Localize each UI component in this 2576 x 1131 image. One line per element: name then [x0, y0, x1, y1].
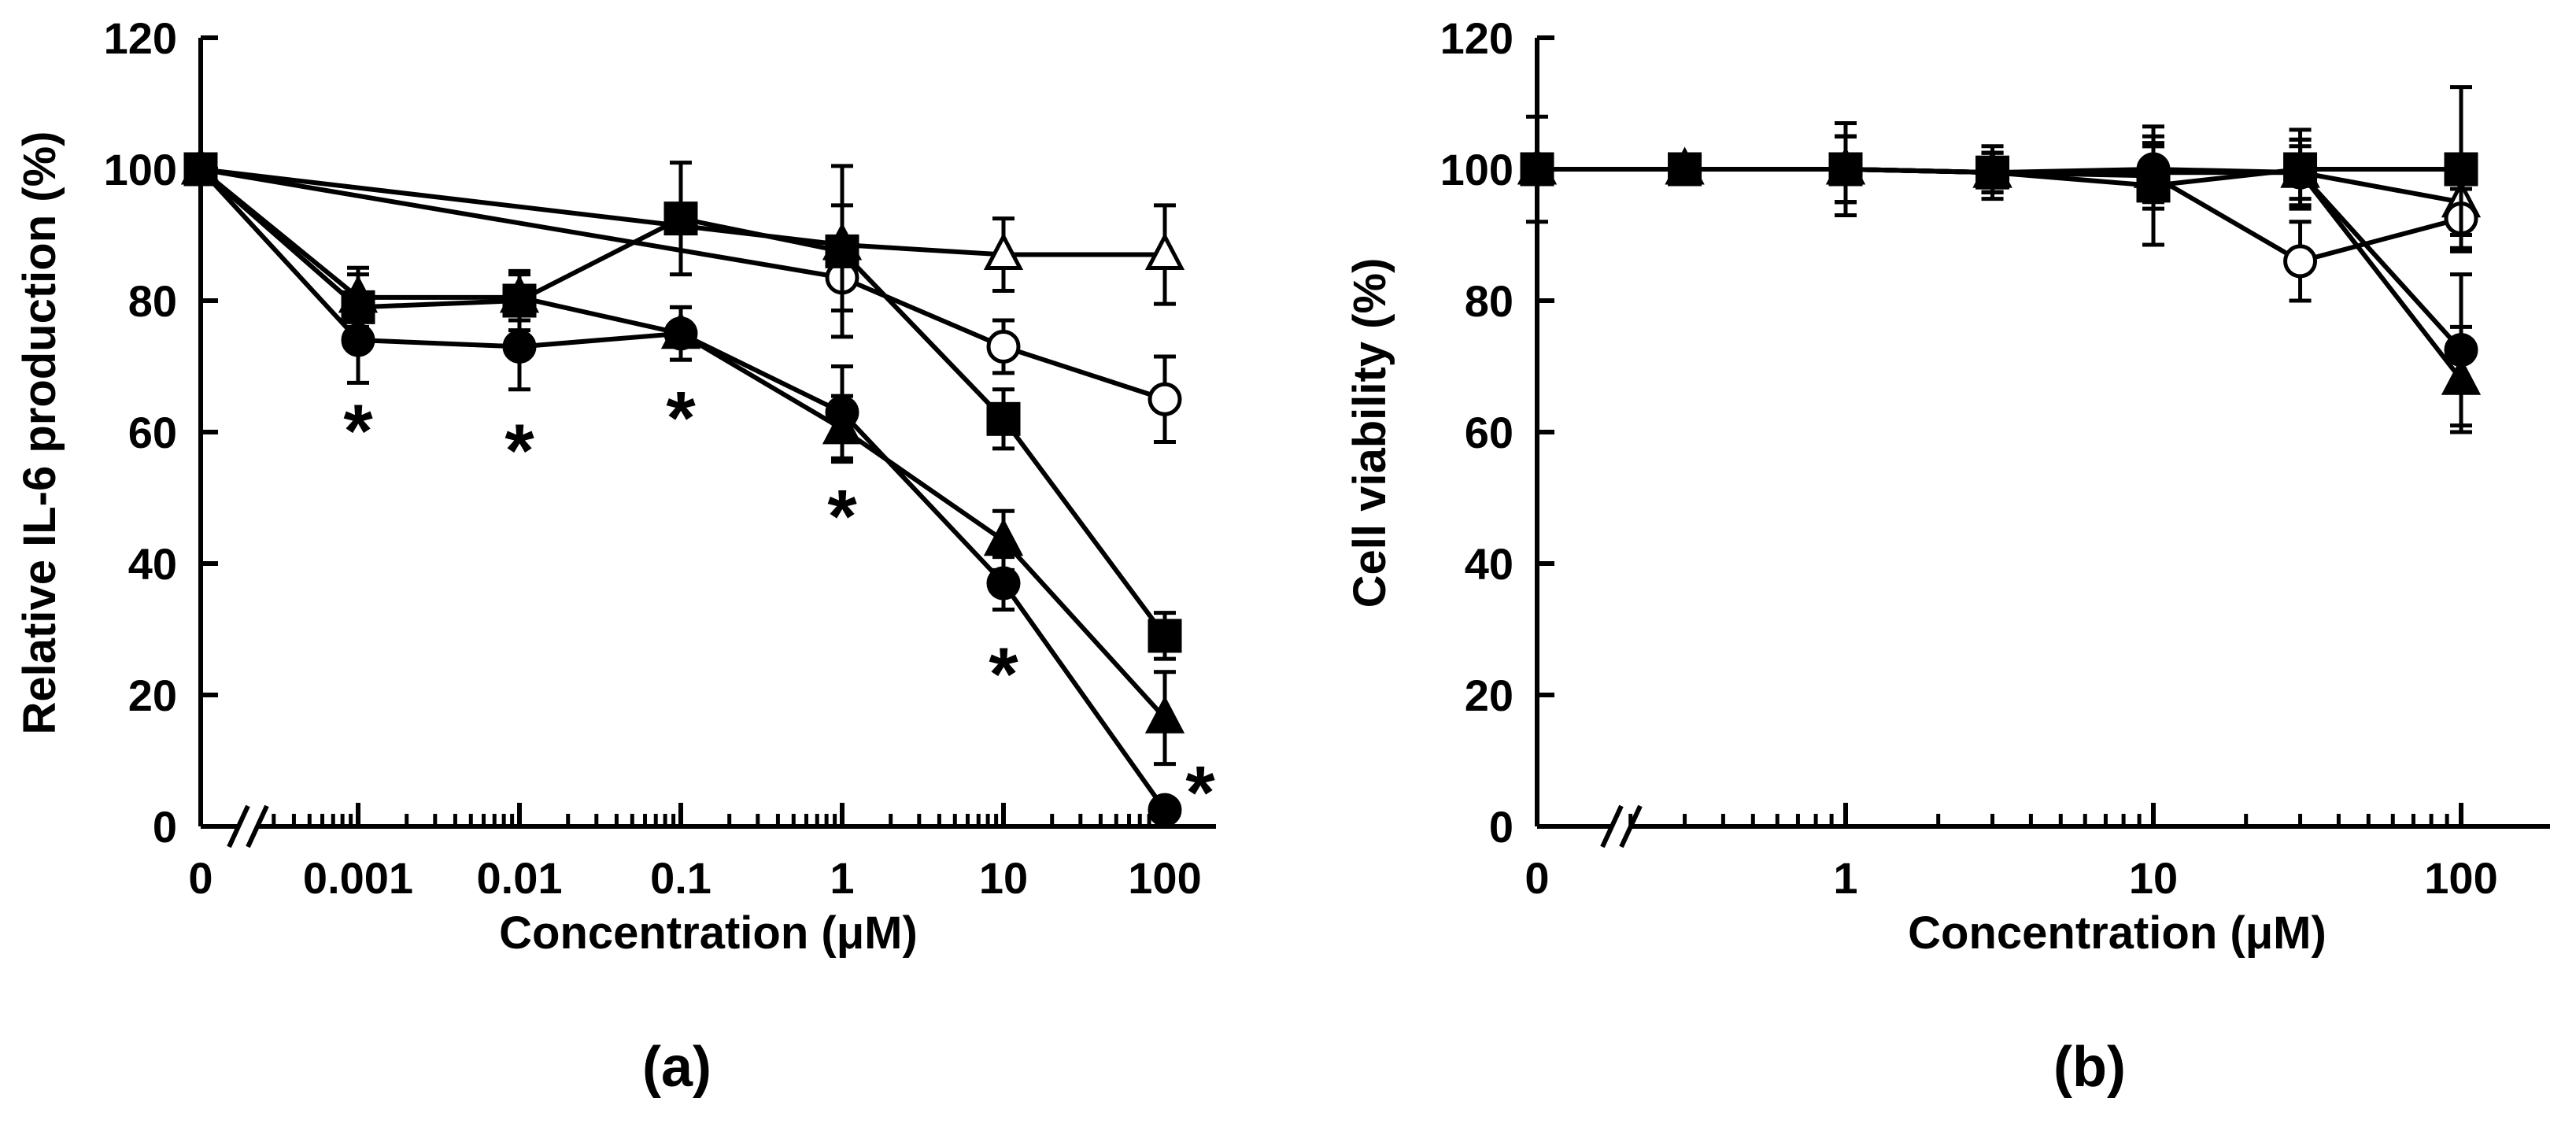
- data-point: [986, 401, 1021, 436]
- x-tick-label: 100: [1128, 853, 1201, 903]
- data-point: [663, 316, 698, 351]
- x-tick-label: 0: [1525, 853, 1549, 903]
- x-axis-break-mark: [227, 804, 250, 848]
- significance-asterisk: *: [504, 409, 534, 493]
- y-axis-label: Relative IL-6 production (%): [14, 131, 65, 735]
- y-tick-label: 80: [128, 276, 177, 326]
- x-axis-label: Concentration (μM): [499, 907, 918, 959]
- x-tick-label: 1: [1833, 853, 1857, 903]
- data-point: [983, 232, 1024, 271]
- x-axis-break-mark: [246, 804, 269, 848]
- series-line: [200, 167, 1165, 257]
- y-tick-label: 20: [1465, 671, 1513, 720]
- series-line: [200, 167, 1166, 402]
- x-tick-label: 10: [979, 853, 1028, 903]
- x-tick-label: 100: [2424, 853, 2497, 903]
- y-tick-label: 80: [1465, 276, 1513, 326]
- data-point: [1144, 232, 1185, 271]
- x-axis-break-mark: [1600, 804, 1624, 848]
- y-tick-label: 60: [1465, 408, 1513, 457]
- x-tick-label: 0.1: [650, 853, 711, 903]
- chart-panel-a: 0 20 40 60 80 100 120 0 0.001 0.01 0.1 1 10 100 Concen…: [14, 13, 1216, 1099]
- data-point: [1828, 152, 1863, 187]
- data-point: [1144, 695, 1185, 734]
- data-point: [2283, 244, 2318, 279]
- y-tick-label: 60: [128, 408, 177, 457]
- data-point: [2444, 152, 2478, 187]
- y-tick-label: 0: [1489, 802, 1513, 852]
- chart-panel-b: 0 20 40 60 80 100 120 0 1 10 100 Concentration (μM)…: [1344, 13, 2550, 1099]
- y-tick-label: 120: [1440, 13, 1513, 63]
- series-line: [1537, 167, 2463, 382]
- y-tick-label: 20: [128, 671, 177, 720]
- data-point: [663, 201, 698, 236]
- data-point: [1520, 152, 1554, 187]
- data-point: [2283, 155, 2318, 190]
- series-circle-filled: [1520, 134, 2478, 428]
- x-axis-label: Concentration (μM): [1908, 907, 2327, 959]
- data-point: [986, 329, 1021, 364]
- y-tick-label: 0: [153, 802, 177, 852]
- y-tick-label: 40: [1465, 539, 1513, 589]
- panel-label: (b): [2053, 1036, 2126, 1099]
- x-tick-label: 0.001: [303, 853, 413, 903]
- series-line: [1537, 166, 2463, 352]
- data-point: [983, 518, 1024, 556]
- data-point: [825, 234, 859, 268]
- significance-asterisk: *: [989, 633, 1018, 717]
- data-point: [1148, 382, 1182, 416]
- data-point: [986, 566, 1021, 601]
- data-point: [2136, 152, 2171, 187]
- data-point: [502, 329, 537, 364]
- data-point: [341, 323, 375, 357]
- x-tick-label: 0.01: [477, 853, 563, 903]
- x-tick-label: 1: [830, 853, 854, 903]
- data-point: [1668, 152, 1702, 187]
- significance-asterisk: *: [666, 376, 696, 460]
- data-point: [1975, 155, 2010, 190]
- y-tick-label: 40: [128, 539, 177, 589]
- y-tick-label: 100: [1440, 145, 1513, 194]
- x-tick-label: 0: [188, 853, 213, 903]
- panel-label: (a): [642, 1036, 711, 1099]
- significance-asterisk: *: [1185, 751, 1215, 835]
- data-point: [2444, 333, 2478, 368]
- data-point: [1148, 793, 1182, 827]
- significance-asterisk: *: [827, 475, 857, 559]
- x-tick-label: 10: [2129, 853, 2178, 903]
- y-tick-label: 120: [104, 13, 177, 63]
- y-axis-label: Cell viability (%): [1344, 258, 1395, 608]
- data-point: [183, 152, 218, 187]
- data-point: [1148, 619, 1182, 653]
- y-tick-label: 100: [104, 145, 177, 194]
- significance-asterisk: *: [343, 390, 373, 474]
- series-circle-filled: [183, 152, 1182, 827]
- data-point: [825, 395, 859, 430]
